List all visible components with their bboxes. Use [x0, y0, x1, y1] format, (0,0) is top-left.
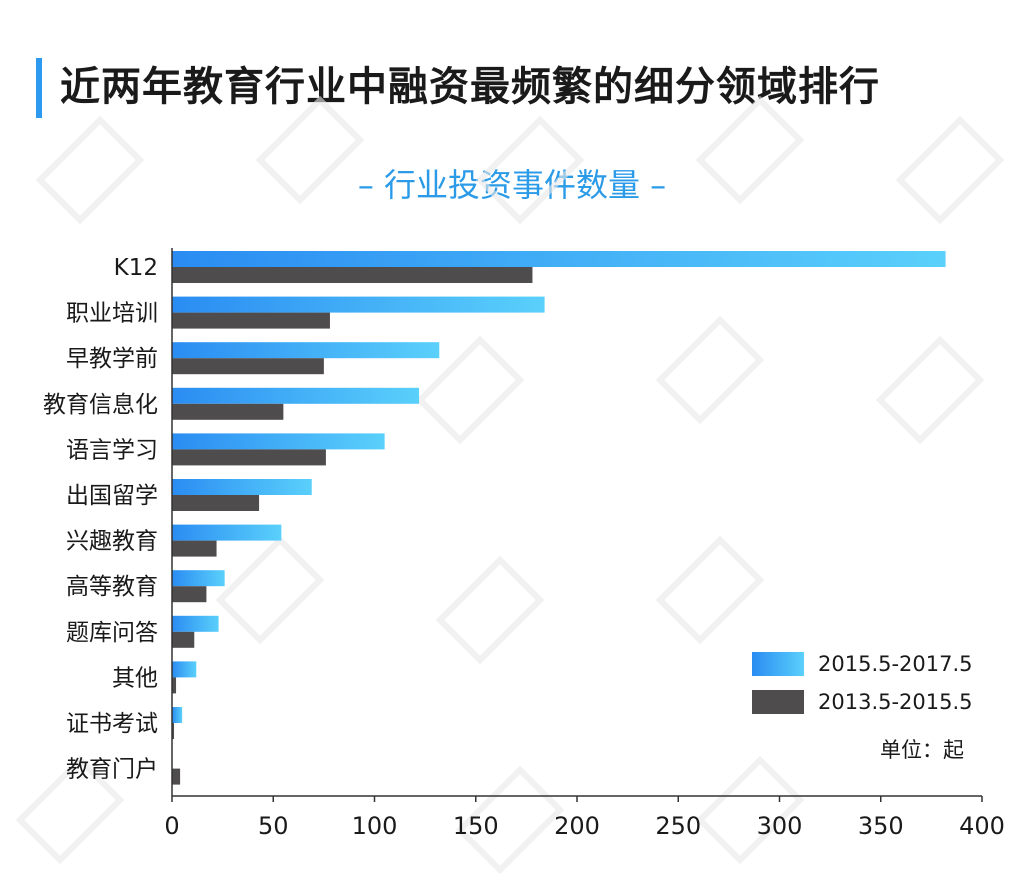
bar-old-1 — [172, 312, 330, 329]
bar-recent-1 — [172, 296, 545, 313]
bar-recent-7 — [172, 570, 225, 587]
bars-group — [172, 251, 946, 785]
x-tick-label: 100 — [352, 812, 398, 840]
category-label: 其他 — [112, 665, 158, 691]
category-label: 教育信息化 — [43, 392, 158, 418]
legend-label-old: 2013.5-2015.5 — [818, 690, 973, 714]
x-tick-label: 300 — [757, 812, 803, 840]
bar-recent-6 — [172, 524, 282, 541]
bar-old-10 — [172, 723, 175, 739]
x-tick-label: 250 — [655, 812, 701, 840]
labels-group: K12 职业培训早教学前教育信息化语言学习出国留学兴趣教育高等教育题库问答其他证书… — [43, 255, 1005, 840]
category-label: 证书考试 — [66, 711, 158, 737]
unit-label: 单位：起 — [880, 738, 964, 762]
bar-recent-9 — [172, 661, 197, 678]
bar-old-2 — [172, 358, 324, 375]
x-tick-label: 200 — [554, 812, 600, 840]
category-label: 早教学前 — [66, 346, 158, 372]
bar-old-0 — [172, 267, 533, 283]
category-label: 兴趣教育 — [66, 529, 158, 555]
x-tick-label: 150 — [453, 812, 499, 840]
legend-item-old: 2013.5-2015.5 — [752, 686, 1002, 724]
x-tick-label: 400 — [959, 812, 1005, 840]
bar-recent-8 — [172, 615, 219, 632]
legend-item-recent: 2015.5-2017.5 — [752, 648, 1002, 686]
bar-old-8 — [172, 631, 195, 648]
bar-recent-4 — [172, 433, 385, 450]
bar-old-9 — [172, 677, 177, 694]
x-tick-label: 350 — [858, 812, 904, 840]
category-label: 语言学习 — [66, 437, 158, 463]
category-label: 出国留学 — [66, 483, 158, 509]
bar-old-11 — [172, 768, 181, 785]
category-label: 职业培训 — [66, 301, 158, 327]
bar-old-5 — [172, 495, 260, 511]
legend-label-recent: 2015.5-2017.5 — [818, 652, 973, 676]
bar-old-7 — [172, 586, 207, 603]
category-label: K12 — [114, 255, 158, 281]
bar-old-6 — [172, 540, 217, 557]
axes-group — [171, 248, 983, 802]
legend: 2015.5-2017.5 2013.5-2015.5 — [752, 648, 1002, 724]
legend-swatch-old — [752, 690, 804, 714]
x-tick-label: 50 — [258, 812, 289, 840]
bar-recent-0 — [172, 251, 946, 267]
bar-old-3 — [172, 403, 284, 420]
bar-recent-3 — [172, 387, 420, 404]
category-label: 题库问答 — [66, 620, 158, 646]
bar-recent-5 — [172, 479, 312, 495]
bar-recent-10 — [172, 707, 183, 723]
bar-recent-2 — [172, 342, 440, 359]
category-label: 教育门户 — [66, 757, 158, 783]
title-accent-bar — [36, 58, 42, 118]
legend-swatch-recent — [752, 652, 804, 676]
x-tick-label: 0 — [164, 812, 179, 840]
bar-old-4 — [172, 449, 326, 466]
category-label: 高等教育 — [66, 574, 158, 600]
